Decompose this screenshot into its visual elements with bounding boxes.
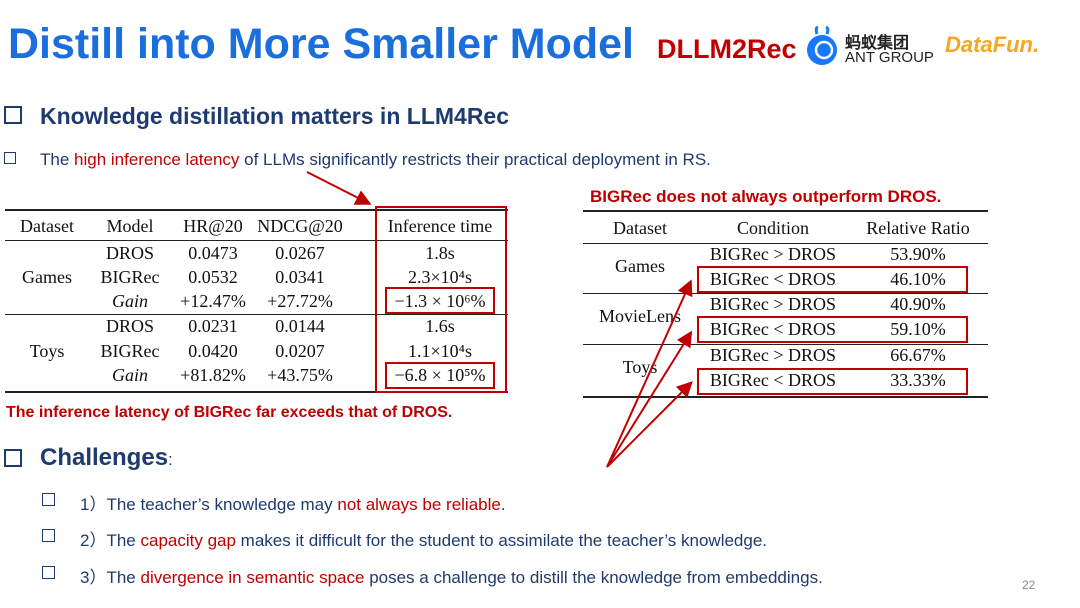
page-number: 22 [1022,578,1036,592]
checkbox-icon [4,449,22,467]
table-cell: BIGRec < DROS [709,370,837,390]
challenges-heading: Challenges: [40,444,173,472]
table-cell: DROS [105,316,155,336]
table-cell: −1.3 × 10⁶% [394,291,486,311]
text: . [500,495,506,514]
table-cell: 1.6s [425,316,455,336]
table-cell: 66.67% [890,345,946,365]
table-cell: +43.75% [267,365,333,385]
heading-text: Challenges [40,444,169,471]
table-cell: BIGRec > DROS [709,294,837,314]
performance-note: BIGRec does not always outperform DROS. [590,187,942,206]
challenge-item: 1）The teacher’s knowledge may not always… [80,490,506,515]
table-cell: Toys [622,357,658,377]
checkbox-icon [42,493,55,506]
column-header: Condition [736,218,810,238]
table-cell: BIGRec [100,267,160,287]
checkbox-icon [42,529,55,542]
ant-logo-icon [807,25,837,65]
column-header: Dataset [20,216,74,236]
challenge-item: 2）The capacity gap makes it difficult fo… [80,526,767,551]
table-cell: Gain [112,291,148,311]
checkbox-icon [4,152,16,164]
text: makes it difficult for the student to as… [235,531,768,550]
text: of LLMs significantly restricts their pr… [239,150,711,169]
inference-column-highlight [375,206,507,393]
arrow [606,381,693,468]
table-cell: BIGRec [100,341,160,361]
gain-highlight [385,287,495,314]
colon: : [168,450,173,469]
checkbox-icon [42,566,55,579]
condition-highlight [697,316,968,343]
text: The [106,531,141,550]
table-cell: 0.0532 [188,267,238,287]
column-header: Model [106,216,154,236]
item-number: 1） [80,495,107,514]
condition-highlight [697,266,968,293]
table-cell: +12.47% [180,291,246,311]
arrow [606,279,693,468]
highlight: not always be reliable [337,495,501,514]
table-cell: 46.10% [890,269,946,289]
text: The [106,568,141,587]
table-cell: 53.90% [890,244,946,264]
table-cell: +27.72% [267,291,333,311]
table-cell: Games [22,267,72,287]
table-cell: 40.90% [890,294,946,314]
table-cell: 0.0341 [275,267,325,287]
table-cell: −6.8 × 10⁵% [394,365,486,385]
table-cell: 0.0473 [188,243,238,263]
table-cell: MovieLens [599,306,681,326]
gain-highlight [385,362,495,389]
table-cell: BIGRec < DROS [709,319,837,339]
highlight: capacity gap [140,531,236,550]
table-cell: 33.33% [890,370,946,390]
table-cell: +81.82% [180,365,246,385]
ant-group-logo: 蚂蚁集团 ANT GROUP [805,25,940,68]
table-cell: 1.8s [425,243,455,263]
text: The [40,150,75,169]
condition-highlight [697,368,968,395]
table-cell: Gain [112,365,148,385]
table-cell: 0.0231 [188,316,238,336]
table-cell: Toys [29,341,65,361]
checkbox-icon [4,106,22,124]
table-cell: 0.0207 [275,341,325,361]
table-cell: 2.3×10⁴s [408,267,472,287]
column-header: HR@20 [183,216,243,236]
ant-logo-cn: 蚂蚁集团 [845,35,910,52]
table-cell: 0.0144 [275,316,325,336]
method-name: DLLM2Rec [657,34,797,64]
table-cell: 1.1×10⁴s [408,341,472,361]
arrow [306,171,372,205]
item-number: 2） [80,531,107,550]
text: The teacher’s knowledge may [106,495,338,514]
ant-logo-en: ANT GROUP [845,49,934,66]
highlight: divergence in semantic space [140,568,365,587]
latency-statement: The high inference latency of LLMs signi… [40,150,711,170]
column-header: Dataset [613,218,667,238]
table-cell: 0.0420 [188,341,238,361]
datafun-logo: DataFun. [945,32,1040,57]
column-header: NDCG@20 [257,216,343,236]
column-header: Inference time [387,216,493,236]
challenge-item: 3）The divergence in semantic space poses… [80,563,823,588]
highlight: high inference latency [74,150,240,169]
table-cell: 59.10% [890,319,946,339]
text: poses a challenge to distill the knowled… [364,568,823,587]
column-header: Relative Ratio [866,218,970,238]
arrow [606,330,693,468]
item-number: 3） [80,568,107,587]
page-title: Distill into More Smaller Model [8,20,634,68]
latency-note: The inference latency of BIGRec far exce… [6,404,453,421]
table-cell: 0.0267 [275,243,325,263]
table-cell: Games [615,256,665,276]
table-cell: BIGRec > DROS [709,345,837,365]
table-cell: BIGRec < DROS [709,269,837,289]
table-cell: DROS [105,243,155,263]
section-heading: Knowledge distillation matters in LLM4Re… [40,103,510,129]
table-cell: BIGRec > DROS [709,244,837,264]
